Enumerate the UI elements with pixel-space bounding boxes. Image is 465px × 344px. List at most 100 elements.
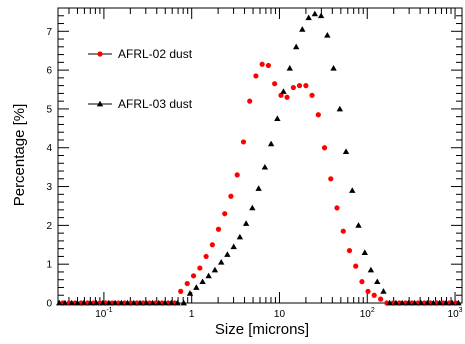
data-point <box>178 288 184 294</box>
data-point <box>222 211 228 217</box>
x-tick-label-exponent: 2 <box>371 307 375 314</box>
data-point <box>455 299 462 306</box>
x-tick-label-exponent: -1 <box>106 307 112 314</box>
y-tick-label: 6 <box>46 66 52 77</box>
data-point <box>374 278 381 285</box>
data-point <box>349 187 356 193</box>
data-point <box>218 259 225 265</box>
y-tick-label: 4 <box>46 143 52 154</box>
data-point <box>417 299 425 306</box>
data-point <box>184 280 190 287</box>
data-point <box>309 92 315 98</box>
x-tick-label: 10-1 <box>95 307 112 320</box>
legend-marker <box>96 100 104 107</box>
data-point <box>130 299 137 306</box>
data-point <box>68 299 75 306</box>
data-point <box>442 299 450 306</box>
data-point <box>280 88 287 94</box>
data-point <box>311 10 319 17</box>
legend: AFRL-02 dust AFRL-03 dust <box>88 47 193 111</box>
data-point <box>56 299 63 306</box>
legend-entry: AFRL-02 dust <box>88 47 193 61</box>
data-point <box>224 251 231 257</box>
data-point <box>398 299 406 306</box>
data-point <box>193 284 200 290</box>
data-point <box>334 205 340 211</box>
data-point <box>342 148 350 155</box>
data-point <box>371 292 377 298</box>
data-point <box>259 61 265 67</box>
y-tick-label: 1 <box>46 260 52 271</box>
data-point <box>424 299 431 306</box>
data-point <box>111 299 119 306</box>
data-point <box>359 279 365 285</box>
data-point <box>365 288 371 294</box>
data-point <box>174 299 181 306</box>
data-point <box>186 290 194 296</box>
data-point <box>392 299 400 306</box>
data-point <box>253 73 259 79</box>
y-tick-label: 7 <box>46 27 52 38</box>
x-tick-label: 10 <box>274 309 286 320</box>
data-point <box>436 299 443 306</box>
legend-label: AFRL-03 dust <box>118 97 193 111</box>
data-point <box>240 139 247 145</box>
data-point <box>367 266 375 273</box>
series-layer <box>56 10 462 306</box>
y-tick-label: 2 <box>46 221 52 232</box>
data-point <box>355 222 362 228</box>
data-point <box>149 299 156 306</box>
series-2 <box>56 10 462 306</box>
data-point <box>286 64 293 71</box>
x-tick-label-exponent: 3 <box>459 307 463 314</box>
data-point <box>242 220 250 226</box>
data-point <box>430 299 437 306</box>
data-point <box>143 299 150 306</box>
data-point <box>274 115 281 122</box>
data-point <box>255 185 262 191</box>
data-point <box>155 299 162 306</box>
data-point <box>199 278 206 285</box>
data-point <box>299 26 306 32</box>
data-point <box>228 193 234 199</box>
data-point <box>261 163 269 170</box>
data-point <box>296 83 303 89</box>
data-point <box>197 265 203 271</box>
data-point <box>247 98 253 104</box>
data-point <box>317 12 325 19</box>
data-point <box>346 247 353 254</box>
x-tick-label: 1 <box>189 309 195 320</box>
data-point <box>105 299 113 306</box>
y-tick-label: 5 <box>46 104 52 115</box>
data-point <box>303 83 309 89</box>
data-point <box>353 263 359 269</box>
data-point <box>386 299 393 306</box>
data-point <box>315 112 321 118</box>
data-point <box>205 272 212 279</box>
x-tick-label-base: 10 <box>95 309 107 320</box>
data-point <box>168 299 175 306</box>
legend-entry: AFRL-03 dust <box>88 97 193 111</box>
x-tick-label: 103 <box>448 307 463 320</box>
data-point <box>87 299 94 306</box>
x-tick-label-base: 10 <box>448 309 460 320</box>
x-tick-label: 102 <box>360 307 375 320</box>
data-point <box>321 145 328 151</box>
data-point <box>278 92 284 98</box>
data-point <box>380 288 387 294</box>
data-point <box>265 62 272 69</box>
data-point <box>249 204 256 211</box>
x-axis-title: Size [microns] <box>215 321 309 338</box>
data-point <box>284 94 290 100</box>
data-point <box>234 172 240 178</box>
y-tick-label: 0 <box>46 299 52 310</box>
data-point <box>215 226 222 232</box>
data-point <box>80 299 87 306</box>
x-tick-label-base: 10 <box>274 309 286 320</box>
x-tick-label-base: 10 <box>360 309 372 320</box>
data-point <box>203 253 209 260</box>
legend-marker <box>97 51 103 57</box>
data-point <box>324 31 331 38</box>
